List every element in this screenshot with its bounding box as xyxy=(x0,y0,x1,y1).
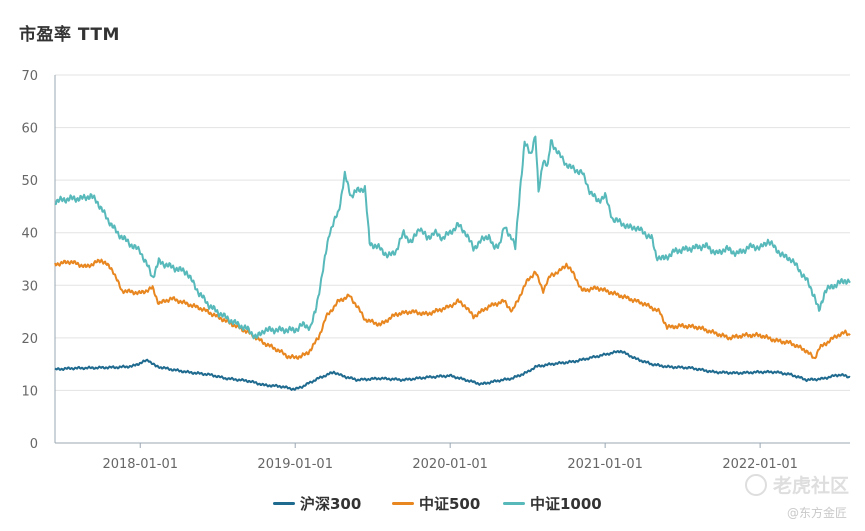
legend-item-hs300[interactable]: 沪深300 xyxy=(273,493,361,514)
tiger-community-logo-icon xyxy=(744,473,767,496)
y-tick-label-0: 0 xyxy=(30,437,38,452)
x-tick-label-2: 2020-01-01 xyxy=(412,457,488,472)
chart-title: 市盈率 TTM xyxy=(19,25,120,45)
watermark-text: 老虎社区 xyxy=(772,475,849,497)
axes: 0 10 20 30 40 50 60 70 2018-01-01 2019-01-01 2020-… xyxy=(21,69,850,472)
series-line-hs300 xyxy=(54,349,851,391)
y-tick-label-40: 40 xyxy=(21,227,38,242)
y-tick-label-30: 30 xyxy=(21,279,38,294)
legend-item-csi1000[interactable]: 中证1000 xyxy=(503,493,602,514)
legend-label-csi1000: 中证1000 xyxy=(530,495,602,513)
legend-label-hs300: 沪深300 xyxy=(300,495,362,513)
x-tick-label-3: 2021-01-01 xyxy=(567,457,643,472)
legend-label-csi500: 中证500 xyxy=(419,495,481,513)
legend-swatch-csi500 xyxy=(392,502,414,505)
legend-swatch-csi1000 xyxy=(503,502,525,505)
y-tick-label-50: 50 xyxy=(21,174,38,189)
y-tick-label-70: 70 xyxy=(21,69,38,84)
y-tick-label-60: 60 xyxy=(21,122,38,137)
y-tick-label-20: 20 xyxy=(21,332,38,347)
watermark: 老虎社区 xyxy=(744,471,849,498)
x-tick-label-0: 2018-01-01 xyxy=(102,457,178,472)
legend-swatch-hs300 xyxy=(273,502,295,505)
x-tick-label-1: 2019-01-01 xyxy=(257,457,333,472)
legend: 沪深300 中证500 中证1000 xyxy=(0,493,865,513)
legend-item-csi500[interactable]: 中证500 xyxy=(392,493,480,514)
y-tick-label-10: 10 xyxy=(21,384,38,399)
series-line-csi1000 xyxy=(54,135,851,340)
series-lines xyxy=(54,135,851,391)
series-line-csi500 xyxy=(54,258,851,360)
x-tick-label-4: 2022-01-01 xyxy=(722,457,798,472)
sub-watermark: @东方金匠 xyxy=(786,506,847,520)
